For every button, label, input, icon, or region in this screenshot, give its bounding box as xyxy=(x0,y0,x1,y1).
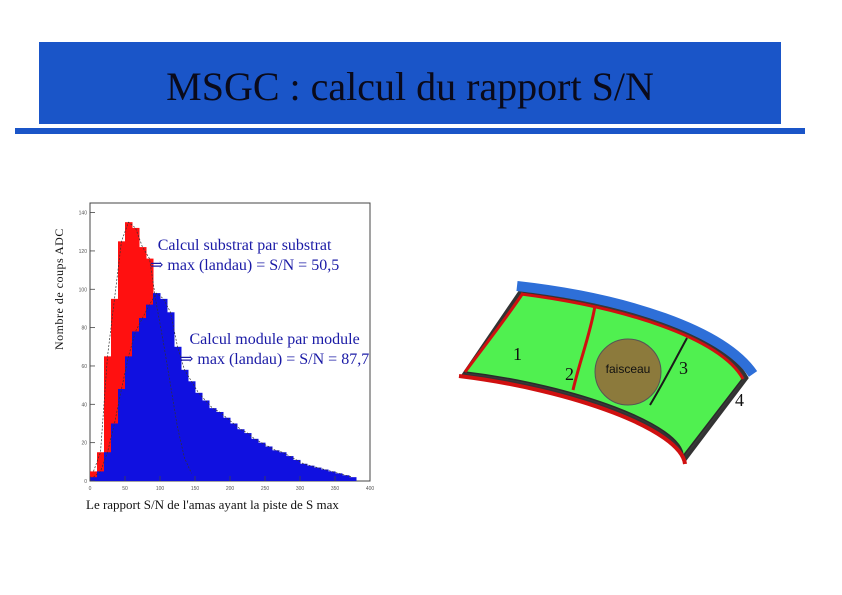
bar-series2 xyxy=(181,369,189,481)
fit-curve-series2 xyxy=(93,292,353,478)
bar-series2 xyxy=(286,456,294,481)
bar-series1 xyxy=(97,452,105,481)
bar-series2 xyxy=(132,331,140,481)
beam-label: faisceau xyxy=(606,362,651,376)
bar-series2 xyxy=(125,356,133,481)
module-label-4: 4 xyxy=(735,390,744,410)
x-tick-label: 400 xyxy=(366,486,375,492)
detector-drawing: faisceau 1 2 3 4 xyxy=(458,281,758,465)
bar-series2 xyxy=(223,417,231,481)
x-tick-label: 150 xyxy=(191,486,200,492)
bar-series1 xyxy=(111,298,119,481)
bar-series2 xyxy=(174,346,182,481)
bar-series2 xyxy=(244,433,252,481)
bar-series2 xyxy=(237,429,245,481)
y-tick-label: 60 xyxy=(81,364,87,370)
detector-red-edge-top xyxy=(520,292,745,380)
bar-series2 xyxy=(209,408,217,481)
detector-diagram: faisceau 1 2 3 4 xyxy=(458,281,758,465)
bar-series2 xyxy=(251,438,259,481)
x-axis-label: Le rapport S/N de l'amas ayant la piste … xyxy=(86,497,339,512)
x-tick-label: 0 xyxy=(89,486,92,492)
x-tick-label: 300 xyxy=(296,486,305,492)
bar-series2 xyxy=(90,477,98,481)
y-tick-label: 100 xyxy=(79,287,88,293)
bar-series2 xyxy=(146,304,154,481)
annotation-substrat-line2: ⇒ max (landau) = S/N = 50,5 xyxy=(150,257,340,274)
bar-series2 xyxy=(321,469,329,481)
detector-bottom-rail xyxy=(458,374,687,465)
detector-top-rail xyxy=(516,281,758,377)
y-tick-label: 40 xyxy=(81,402,87,408)
bar-series2 xyxy=(139,318,147,481)
x-tick-label: 200 xyxy=(226,486,235,492)
fit-curve-series1 xyxy=(93,221,192,474)
bar-series2 xyxy=(293,459,301,481)
bar-series2 xyxy=(349,477,357,481)
bar-series2 xyxy=(153,293,161,481)
bar-series2 xyxy=(265,446,273,481)
x-tick-label: 250 xyxy=(261,486,270,492)
annotation-module: Calcul module par module ⇒ max (landau) … xyxy=(180,330,369,370)
annotation-module-line1: Calcul module par module xyxy=(189,331,360,348)
beam-spot xyxy=(594,338,662,406)
bar-series1 xyxy=(104,356,112,481)
bar-series2 xyxy=(104,452,112,481)
bar-series2 xyxy=(188,381,196,481)
bar-series2 xyxy=(342,475,350,481)
bar-series2 xyxy=(118,388,126,481)
bar-series2 xyxy=(258,442,266,481)
module-divider-3 xyxy=(649,337,688,406)
annotation-substrat-line1: Calcul substrat par substrat xyxy=(157,237,332,254)
x-tick-label: 100 xyxy=(156,486,165,492)
module-divider-2 xyxy=(571,305,597,391)
y-tick-label: 0 xyxy=(84,479,87,485)
histogram-chart: 0 20 40 60 80 100 120 140 0 50 100 150 200 250 300 350 4… xyxy=(79,202,375,492)
bar-series2 xyxy=(314,467,322,481)
bar-series2 xyxy=(111,423,119,481)
bar-series2 xyxy=(307,465,315,481)
module-label-3: 3 xyxy=(679,358,688,378)
bar-series2 xyxy=(279,452,287,481)
bar-series1 xyxy=(90,471,98,481)
title-divider xyxy=(15,128,805,134)
bar-series2 xyxy=(97,471,105,481)
bar-series2 xyxy=(216,411,224,481)
module-label-2: 2 xyxy=(565,364,574,384)
y-tick-label: 80 xyxy=(81,326,87,332)
bar-series2 xyxy=(230,423,238,481)
bar-series1 xyxy=(125,222,133,481)
x-tick-label: 350 xyxy=(331,486,340,492)
bar-series1 xyxy=(118,241,126,481)
module-divider-1 xyxy=(463,292,525,373)
annotation-substrat: Calcul substrat par substrat ⇒ max (land… xyxy=(150,236,339,276)
module-label-1: 1 xyxy=(513,344,522,364)
bar-series2 xyxy=(272,450,280,481)
bar-series2 xyxy=(335,473,343,481)
page-title: MSGC : calcul du rapport S/N xyxy=(166,64,654,109)
bar-series2 xyxy=(202,400,210,481)
bar-series2 xyxy=(160,298,168,481)
bar-series2 xyxy=(195,392,203,481)
bar-series2 xyxy=(328,471,336,481)
bar-series2 xyxy=(300,463,308,481)
annotation-module-line2: ⇒ max (landau) = S/N = 87,7 xyxy=(180,351,370,368)
y-tick-label: 140 xyxy=(79,211,88,217)
bar-series2 xyxy=(167,312,175,481)
y-tick-label: 120 xyxy=(79,249,88,255)
y-tick-label: 20 xyxy=(81,441,87,447)
x-tick-label: 50 xyxy=(122,486,128,492)
title-banner: MSGC : calcul du rapport S/N xyxy=(39,42,781,124)
